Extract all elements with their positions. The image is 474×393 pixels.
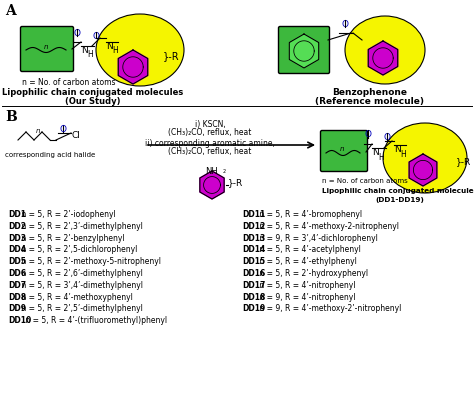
Text: n = 5, R = 2’-methoxy-5-nitrophenyl: n = 5, R = 2’-methoxy-5-nitrophenyl xyxy=(19,257,162,266)
Text: O: O xyxy=(92,32,100,41)
Text: n = 5, R = 3’,4’-dimethylphenyl: n = 5, R = 3’,4’-dimethylphenyl xyxy=(19,281,144,290)
Text: i) KSCN,: i) KSCN, xyxy=(195,120,225,129)
Text: DD9: DD9 xyxy=(8,305,26,313)
Text: H: H xyxy=(400,150,406,159)
Text: n = 5, R = 2’-benzylphenyl: n = 5, R = 2’-benzylphenyl xyxy=(19,233,125,242)
Polygon shape xyxy=(289,34,319,68)
Polygon shape xyxy=(409,154,437,186)
Text: N: N xyxy=(394,145,401,154)
Text: n: n xyxy=(340,146,344,152)
FancyBboxPatch shape xyxy=(279,26,329,73)
Text: H: H xyxy=(112,46,118,55)
Text: n = 5, R = 2’,5-dichlorophenyl: n = 5, R = 2’,5-dichlorophenyl xyxy=(19,245,138,254)
Text: N: N xyxy=(81,46,88,55)
Text: ii) corresponding aromatic amine,: ii) corresponding aromatic amine, xyxy=(145,139,275,148)
Text: DD1: DD1 xyxy=(8,210,26,219)
Text: n = No. of carbon atoms: n = No. of carbon atoms xyxy=(322,178,408,184)
Text: H: H xyxy=(87,50,93,59)
Text: n = 5, R = 2’,3’-dimethylphenyl: n = 5, R = 2’,3’-dimethylphenyl xyxy=(19,222,143,231)
Text: DD18: DD18 xyxy=(242,293,265,301)
Text: NH: NH xyxy=(206,167,219,176)
Text: DD2: DD2 xyxy=(8,222,26,231)
Text: (CH₃)₂CO, reflux, heat: (CH₃)₂CO, reflux, heat xyxy=(168,147,252,156)
Text: }-R: }-R xyxy=(456,158,471,167)
Text: DD5: DD5 xyxy=(8,257,26,266)
Text: }-R: }-R xyxy=(163,51,180,61)
Text: n = 5, R = 4’-ethylphenyl: n = 5, R = 4’-ethylphenyl xyxy=(257,257,357,266)
FancyBboxPatch shape xyxy=(20,26,73,72)
Text: O: O xyxy=(73,29,81,38)
Text: A: A xyxy=(5,4,16,18)
Text: DD6: DD6 xyxy=(8,269,26,278)
Text: N: N xyxy=(372,148,379,157)
Text: n = 5, R = 4’-acetylphenyl: n = 5, R = 4’-acetylphenyl xyxy=(257,245,361,254)
Text: DD12: DD12 xyxy=(242,222,265,231)
Text: n = 5, R = 2’,5’-dimethylphenyl: n = 5, R = 2’,5’-dimethylphenyl xyxy=(19,305,143,313)
Text: Benzophenone: Benzophenone xyxy=(332,88,408,97)
Text: n = 5, R = 4’-nitrophenyl: n = 5, R = 4’-nitrophenyl xyxy=(257,281,356,290)
Polygon shape xyxy=(118,50,148,84)
FancyBboxPatch shape xyxy=(320,130,367,171)
Text: H: H xyxy=(378,153,384,162)
Text: n: n xyxy=(36,128,40,134)
Text: n = 9, R = 4’-methoxy-2’-nitrophenyl: n = 9, R = 4’-methoxy-2’-nitrophenyl xyxy=(257,305,401,313)
Text: O: O xyxy=(341,20,348,29)
Text: N: N xyxy=(106,42,113,51)
Text: Cl: Cl xyxy=(72,132,81,141)
Text: DD7: DD7 xyxy=(8,281,26,290)
Text: (Reference molecule): (Reference molecule) xyxy=(316,97,425,106)
Text: n = 5, R = 4’-(trifluoromethyl)phenyl: n = 5, R = 4’-(trifluoromethyl)phenyl xyxy=(23,316,167,325)
Text: B: B xyxy=(5,110,17,124)
Text: n = 5, R = 4’-methoxy-2-nitrophenyl: n = 5, R = 4’-methoxy-2-nitrophenyl xyxy=(257,222,399,231)
Text: n: n xyxy=(44,44,48,50)
Polygon shape xyxy=(200,171,224,199)
Ellipse shape xyxy=(383,123,467,193)
Text: n = 9, R = 3’,4’-dichlorophenyl: n = 9, R = 3’,4’-dichlorophenyl xyxy=(257,233,378,242)
Text: O: O xyxy=(383,133,391,142)
Text: DD4: DD4 xyxy=(8,245,26,254)
Text: DD16: DD16 xyxy=(242,269,265,278)
Text: DD19: DD19 xyxy=(242,305,265,313)
Text: DD3: DD3 xyxy=(8,233,26,242)
Text: Lipophilic chain conjugated molecules: Lipophilic chain conjugated molecules xyxy=(322,188,474,194)
Text: O: O xyxy=(60,125,66,134)
Text: DD10: DD10 xyxy=(8,316,31,325)
Text: n = 9, R = 4’-nitrophenyl: n = 9, R = 4’-nitrophenyl xyxy=(257,293,356,301)
Text: }-R: }-R xyxy=(228,178,243,187)
Text: corresponding acid halide: corresponding acid halide xyxy=(5,152,95,158)
Ellipse shape xyxy=(96,14,184,86)
Text: n = 5, R = 2’-iodophenyl: n = 5, R = 2’-iodophenyl xyxy=(19,210,116,219)
Polygon shape xyxy=(368,41,398,75)
Text: O: O xyxy=(365,130,372,139)
Text: (DD1-DD19): (DD1-DD19) xyxy=(375,197,424,203)
Ellipse shape xyxy=(345,16,425,84)
Text: DD14: DD14 xyxy=(242,245,265,254)
Text: DD8: DD8 xyxy=(8,293,26,301)
Text: DD15: DD15 xyxy=(242,257,265,266)
Text: $_2$: $_2$ xyxy=(222,167,227,176)
Text: n = 5, R = 4’-methoxyphenyl: n = 5, R = 4’-methoxyphenyl xyxy=(19,293,133,301)
Text: DD13: DD13 xyxy=(242,233,265,242)
Text: n = 5, R = 2’-hydroxyphenyl: n = 5, R = 2’-hydroxyphenyl xyxy=(257,269,368,278)
Text: (Our Study): (Our Study) xyxy=(65,97,121,106)
Text: DD17: DD17 xyxy=(242,281,265,290)
Text: DD11: DD11 xyxy=(242,210,265,219)
Text: (CH₃)₂CO, reflux, heat: (CH₃)₂CO, reflux, heat xyxy=(168,128,252,137)
Text: Lipophilic chain conjugated molecules: Lipophilic chain conjugated molecules xyxy=(2,88,183,97)
Text: n = No. of carbon atoms: n = No. of carbon atoms xyxy=(22,78,116,87)
Text: n = 5, R = 2’,6’-dimethylphenyl: n = 5, R = 2’,6’-dimethylphenyl xyxy=(19,269,143,278)
Text: n = 5, R = 4’-bromophenyl: n = 5, R = 4’-bromophenyl xyxy=(257,210,362,219)
